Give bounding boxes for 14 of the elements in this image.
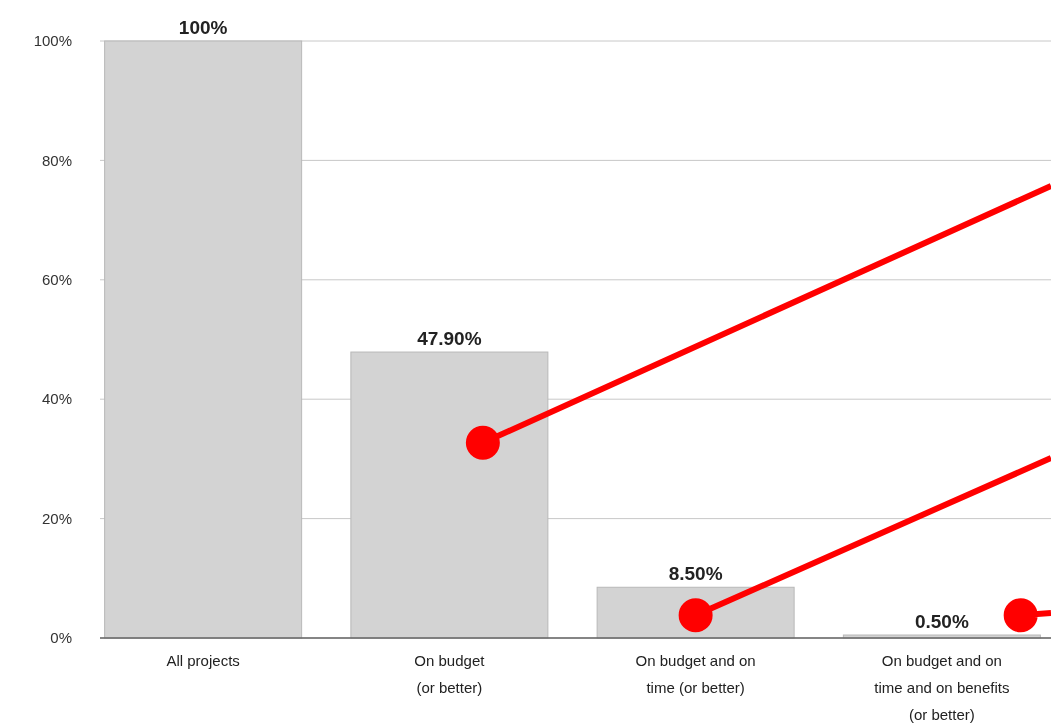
y-tick-label: 100% — [33, 32, 72, 50]
y-tick-label: 40% — [41, 390, 72, 408]
y-tick-label: 20% — [41, 509, 72, 527]
y-tick-label: 0% — [50, 629, 72, 647]
x-tick-label: All projects — [166, 652, 240, 669]
x-tick-label: On budget (or better) — [414, 652, 486, 696]
y-tick-label: 60% — [41, 271, 72, 289]
x-tick-label: On budget and on time and on benefits (or better) — [874, 652, 1010, 723]
x-tick-label: On budget and on time (or better) — [635, 652, 756, 696]
data-label: 0.50% — [914, 611, 969, 633]
data-label: 100% — [178, 17, 228, 38]
data-label: 47.90% — [417, 328, 482, 350]
data-label: 8.50% — [668, 563, 723, 585]
y-tick-label: 80% — [41, 151, 72, 169]
